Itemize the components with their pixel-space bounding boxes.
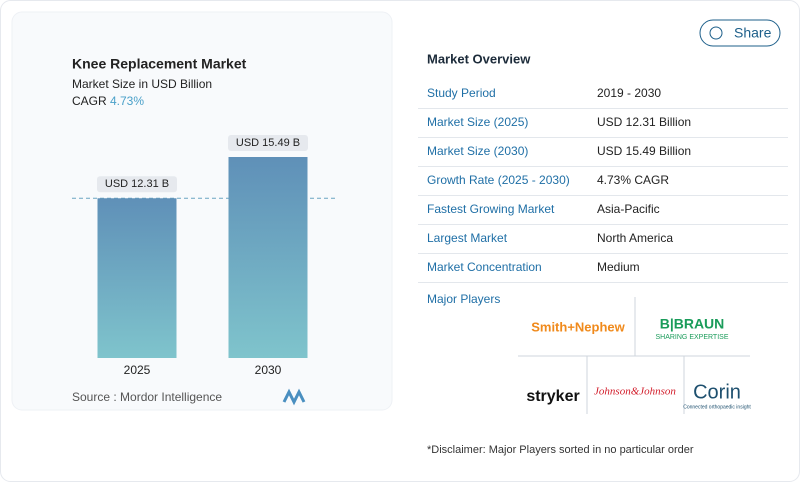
logo-braun: B|BRAUN (660, 316, 725, 332)
row-value: North America (597, 231, 673, 245)
row-label: Growth Rate (2025 - 2030) (427, 173, 570, 187)
cagr-label: CAGR (72, 94, 107, 108)
value-label-box (228, 135, 308, 151)
logo-stryker: stryker (526, 388, 579, 405)
row-label: Fastest Growing Market (427, 202, 555, 216)
share-label[interactable]: Share (734, 25, 772, 41)
row-value: USD 15.49 Billion (597, 144, 691, 158)
row-value: Asia-Pacific (597, 202, 660, 216)
value-label: USD 15.49 B (236, 137, 300, 149)
row-value: Medium (597, 260, 640, 274)
row-value: USD 12.31 Billion (597, 115, 691, 129)
bar (228, 157, 308, 358)
chart-title: Knee Replacement Market (72, 56, 247, 72)
value-label-box (97, 176, 177, 193)
value-label: USD 12.31 B (105, 178, 169, 190)
x-tick-label: 2025 (124, 363, 151, 377)
logo-smith-nephew: Smith+Nephew (531, 319, 625, 334)
row-label: Market Size (2025) (427, 115, 528, 129)
logo (282, 388, 306, 406)
row-label: Study Period (427, 86, 496, 100)
row-value: 4.73% CAGR (597, 173, 669, 187)
row-label: Market Concentration (427, 260, 542, 274)
share-button[interactable] (699, 19, 781, 47)
logo-braun-tag: SHARING EXPERTISE (655, 334, 728, 341)
logo-corin: Corin (693, 381, 741, 403)
overview-table: Study Period 2019 - 2030 Market Size (2025… (418, 86, 788, 283)
disclaimer: *Disclaimer: Major Players sorted in no … (427, 444, 694, 456)
x-tick-label: 2030 (255, 363, 282, 377)
bar-chart: USD 12.31 B 2025 USD 15.49 B 2030 (72, 135, 336, 377)
share-icon (709, 26, 723, 40)
source: Source : Mordor Intelligence (72, 390, 222, 404)
overview-title: Market Overview (427, 51, 531, 66)
chart-subtitle: Market Size in USD Billion (72, 77, 212, 91)
row-label: Largest Market (427, 231, 508, 245)
row-label: Market Size (2030) (427, 144, 528, 158)
row-value: 2019 - 2030 (597, 86, 661, 100)
logo-grid (518, 297, 750, 414)
bar (97, 198, 177, 358)
players-title: Major Players (427, 292, 500, 306)
cagr-value: 4.73% (110, 94, 144, 108)
logo-jnj: Johnson&Johnson (594, 386, 676, 398)
logo-corin-tag: Connected orthopaedic insight (683, 404, 751, 410)
